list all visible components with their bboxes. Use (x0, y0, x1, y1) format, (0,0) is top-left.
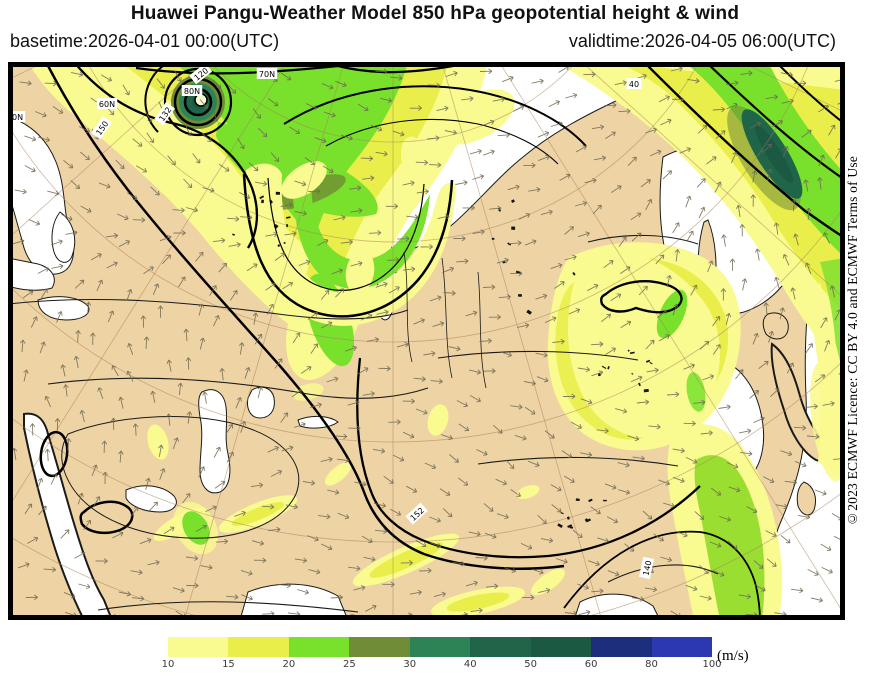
colorbar-tick: 80 (645, 659, 658, 670)
svg-text:60N: 60N (99, 100, 115, 109)
map-area: 120 132 150 152 140 40 80N 70N 60N 60N (8, 62, 845, 620)
basetime-label: basetime:2026-04-01 00:00(UTC) (10, 31, 280, 51)
colorbar-segment (288, 637, 350, 657)
colorbar-segment (470, 637, 531, 657)
contour-label: 140 (639, 556, 655, 580)
colorbar-segment (349, 637, 410, 657)
graticule-label: 60N (96, 98, 118, 109)
colorbar (168, 637, 712, 657)
svg-text:140: 140 (641, 560, 653, 577)
validtime-label: validtime:2026-04-05 06:00(UTC) (568, 31, 836, 51)
colorbar-segment (530, 637, 592, 657)
colorbar-segment (228, 637, 289, 657)
graticule-label: 70N (256, 68, 278, 79)
colorbar-segment (651, 637, 712, 657)
colorbar-tick: 10 (161, 659, 175, 670)
map-frame (8, 62, 845, 620)
colorbar-tick: 60 (584, 659, 598, 670)
svg-text:40: 40 (629, 80, 639, 89)
colorbar-unit: (m/s) (717, 648, 749, 664)
graticule-layer (8, 62, 845, 620)
colorbar-tick: 20 (282, 659, 296, 670)
colorbar-segment (591, 637, 652, 657)
lake-specks-layer (232, 191, 653, 529)
colorbar-tick: 25 (342, 659, 356, 670)
colorbar-tick: 100 (702, 659, 722, 670)
page-title: Huawei Pangu-Weather Model 850 hPa geopo… (130, 3, 740, 24)
colorbar-segment (409, 637, 471, 657)
colorbar-tick: 40 (463, 659, 477, 670)
time-row: basetime:2026-04-01 00:00(UTC) validtime… (10, 31, 836, 52)
graticule-label: 80N (181, 85, 203, 96)
graticule-label: 60N (8, 111, 26, 122)
svg-text:70N: 70N (259, 70, 275, 79)
colorbar-ticks: 10 15 20 25 30 40 50 60 80 100 (162, 659, 722, 673)
svg-text:80N: 80N (184, 87, 200, 96)
colorbar-tick: 50 (524, 659, 538, 670)
svg-text:60N: 60N (8, 113, 23, 122)
colorbar-segment (168, 637, 229, 657)
copyright-credit: ©2023 ECMWF Licence: CC BY 4.0 and ECMWF… (845, 156, 860, 526)
wind-arrow-field (8, 65, 845, 620)
jet-streak (684, 62, 845, 258)
contour-label: 40 (626, 78, 642, 89)
colorbar-tick: 30 (403, 659, 417, 670)
colorbar-tick: 15 (222, 659, 235, 670)
